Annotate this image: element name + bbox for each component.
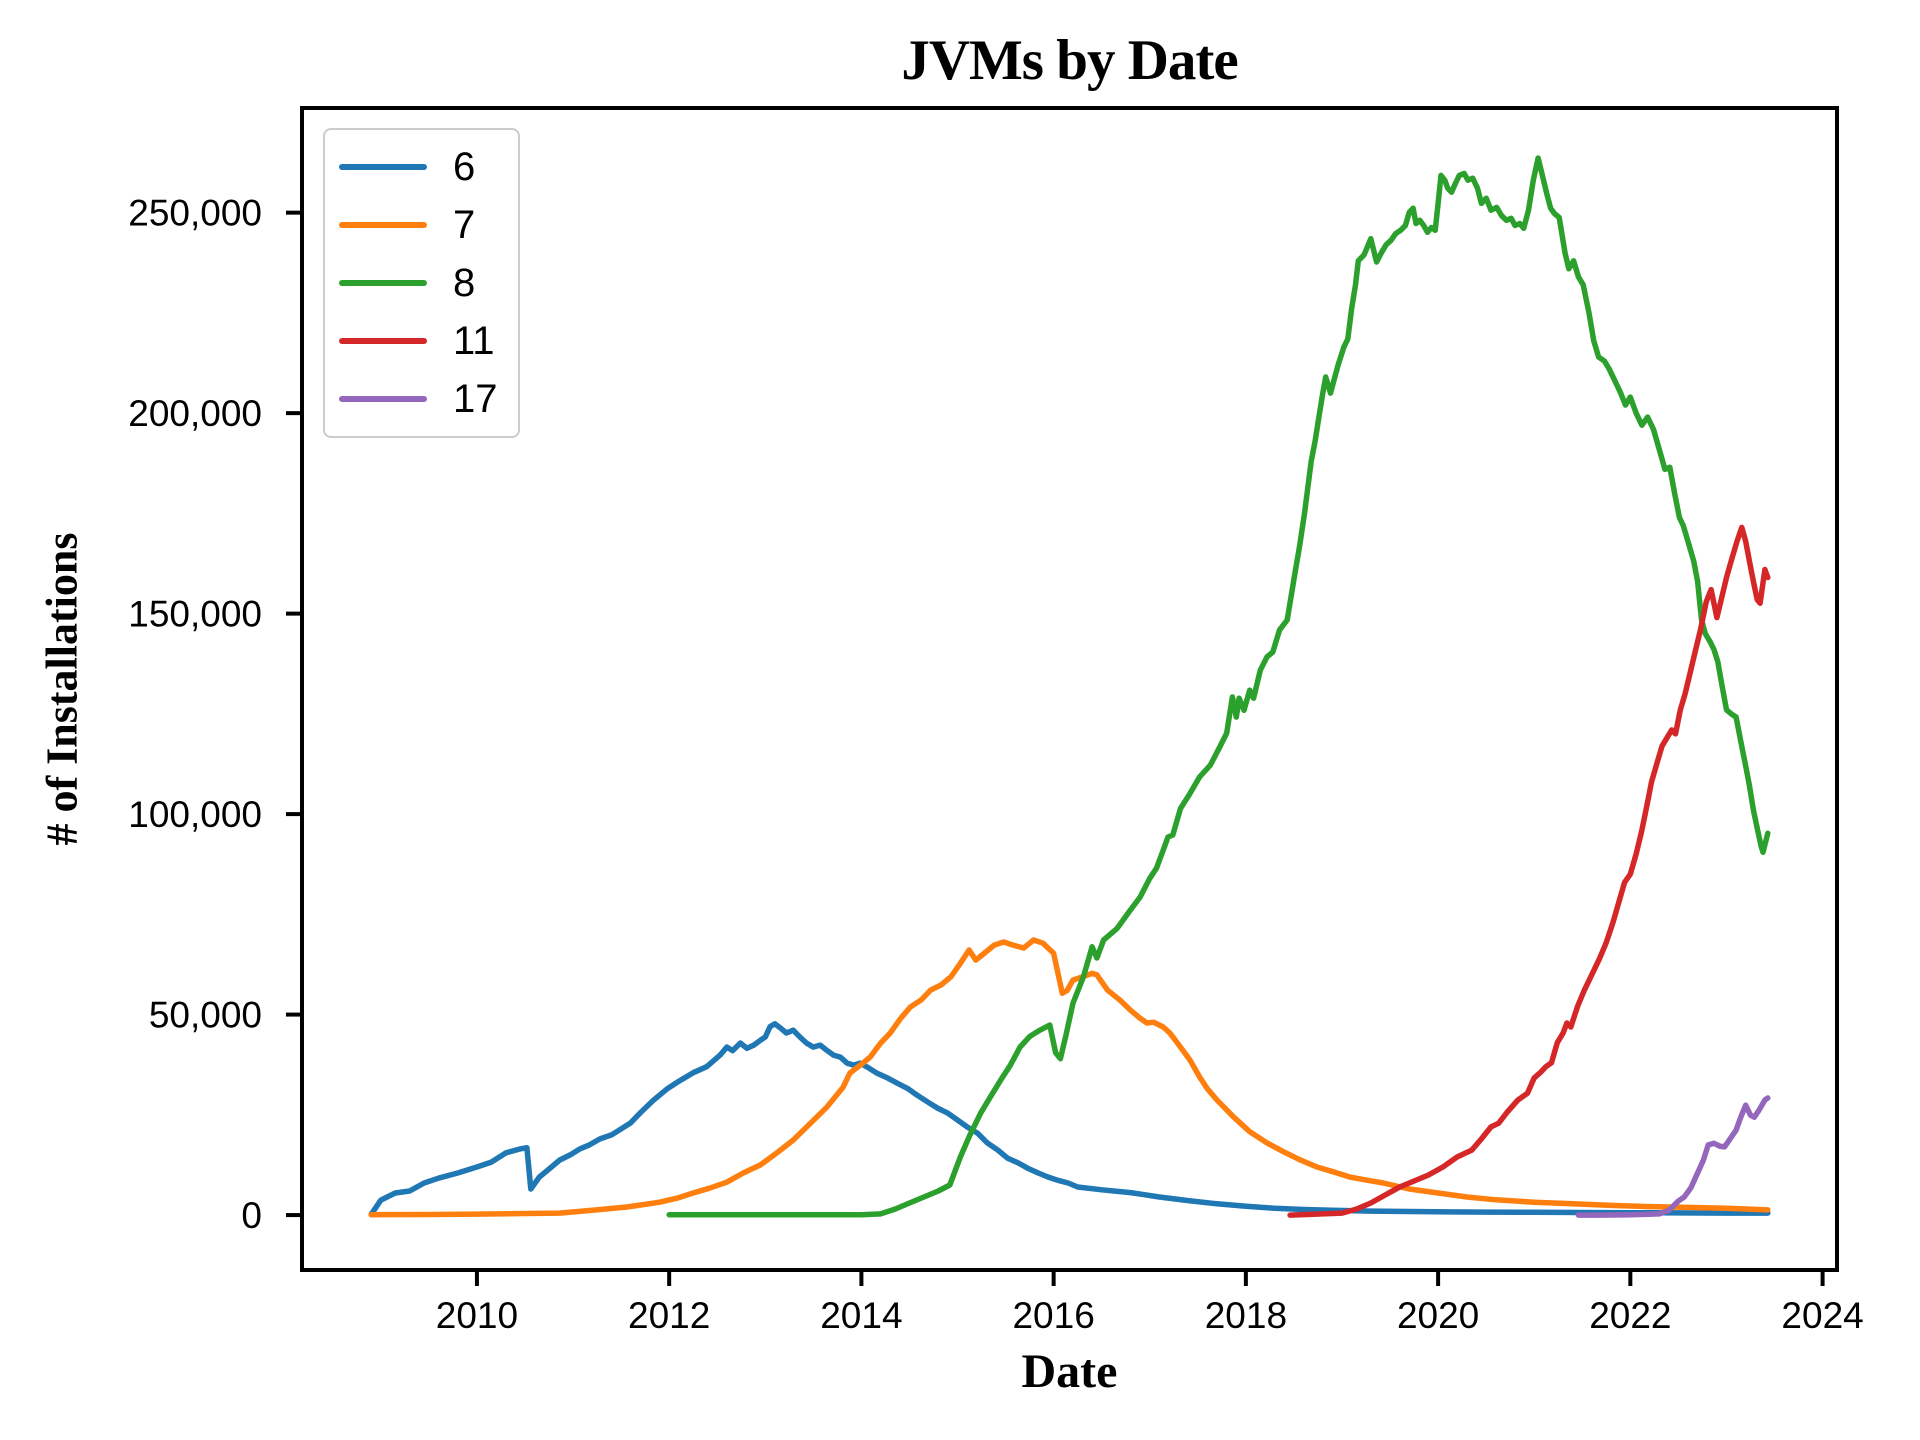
y-tick-label: 150,000 <box>128 594 262 635</box>
series-line-6 <box>368 1021 1771 1218</box>
legend: 6 7 8 11 17 <box>323 128 520 438</box>
y-tick-label: 50,000 <box>149 995 262 1036</box>
legend-item-label: 11 <box>453 319 495 363</box>
legend-line-swatch-17 <box>339 396 427 402</box>
legend-line-swatch-6 <box>339 164 427 170</box>
legend-item-17: 17 <box>339 370 498 428</box>
legend-item-8: 8 <box>339 254 498 312</box>
x-tick-label: 2020 <box>1397 1295 1479 1336</box>
y-tick-label: 100,000 <box>128 794 262 835</box>
legend-item-label: 17 <box>453 377 498 421</box>
series-line-11 <box>1287 524 1771 1218</box>
x-tick-label: 2024 <box>1781 1295 1863 1336</box>
legend-line-swatch-8 <box>339 280 427 286</box>
series-line-8 <box>666 155 1771 1218</box>
legend-line-swatch-7 <box>339 222 427 228</box>
legend-item-7: 7 <box>339 196 498 254</box>
y-tick-label: 250,000 <box>128 193 262 234</box>
axes-spines <box>300 106 1839 1272</box>
legend-item-6: 6 <box>339 138 498 196</box>
x-tick-label: 2016 <box>1012 1295 1094 1336</box>
y-axis-label: # of Installations <box>37 532 87 846</box>
series-line-7 <box>368 937 1771 1218</box>
legend-line-swatch-11 <box>339 338 427 344</box>
legend-item-11: 11 <box>339 312 498 370</box>
y-tick-label: 200,000 <box>128 393 262 434</box>
x-tick-label: 2014 <box>820 1295 902 1336</box>
x-tick-label: 2022 <box>1589 1295 1671 1336</box>
legend-item-label: 6 <box>453 145 476 189</box>
y-tick-label: 0 <box>241 1195 262 1236</box>
x-axis-label: Date <box>1021 1345 1118 1398</box>
x-tick-label: 2018 <box>1205 1295 1287 1336</box>
series-line-17 <box>1575 1095 1771 1218</box>
legend-item-label: 8 <box>453 261 476 305</box>
x-tick-label: 2010 <box>436 1295 518 1336</box>
x-tick-label: 2012 <box>628 1295 710 1336</box>
chart-title: JVMs by Date <box>901 29 1238 92</box>
legend-item-label: 7 <box>453 203 476 247</box>
